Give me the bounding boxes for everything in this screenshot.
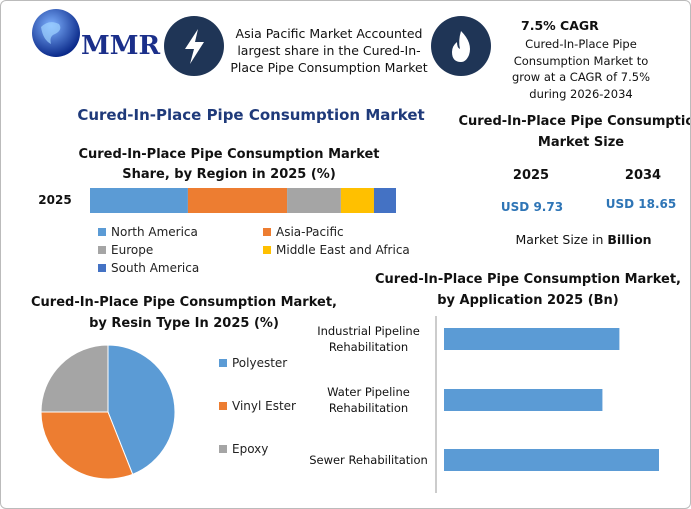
y-tick-label: Sewer Rehabilitation xyxy=(309,453,428,467)
chart-title: Cured-In-Place Pipe Consumption Market, … xyxy=(31,295,337,331)
legend-label: Europe xyxy=(111,243,154,257)
year-label: 2025 xyxy=(512,168,550,183)
legend-label: South America xyxy=(111,261,200,275)
legend-swatch xyxy=(98,228,106,236)
legend-swatch xyxy=(219,445,227,453)
legend-item: Vinyl Ester xyxy=(219,399,296,413)
legend-item: South America xyxy=(98,261,199,275)
bar xyxy=(444,449,659,471)
main-title: Cured-In-Place Pipe Consumption Market xyxy=(77,106,425,124)
y-tick-label: Industrial Pipeline Rehabilitation xyxy=(317,324,420,354)
bar-segment xyxy=(90,188,188,213)
legend-swatch xyxy=(219,402,227,410)
legend-swatch xyxy=(263,246,271,254)
legend-label: Polyester xyxy=(232,356,288,370)
chart-title: Cured-In-Place Pipe Consumption Market, … xyxy=(375,272,681,308)
bar-segment xyxy=(373,188,396,213)
section-title: Cured-In-Place Pipe Consumption Market S… xyxy=(458,114,691,150)
legend-label: Middle East and Africa xyxy=(276,243,410,257)
size-value: USD 9.73 xyxy=(500,200,564,214)
legend-item: North America xyxy=(98,225,198,239)
legend-label: Vinyl Ester xyxy=(232,399,296,413)
flame-icon xyxy=(452,31,470,62)
legend-item: Epoxy xyxy=(219,442,268,456)
legend-swatch xyxy=(263,228,271,236)
bar-segment xyxy=(287,188,341,213)
legend-label: Asia-Pacific xyxy=(276,225,344,239)
chart-title: Cured-In-Place Pipe Consumption Market S… xyxy=(78,147,380,182)
pie-slice xyxy=(107,344,176,475)
legend-item: Polyester xyxy=(219,356,287,370)
bar xyxy=(444,389,603,411)
note-text: Market Size in xyxy=(515,232,604,247)
lightning-icon xyxy=(185,29,204,64)
legend-swatch xyxy=(219,359,227,367)
y-tick-label: 2025 xyxy=(38,193,72,207)
logo-land xyxy=(41,22,61,44)
size-value: USD 18.65 xyxy=(605,197,677,211)
legend-swatch xyxy=(98,246,106,254)
size-note: Market Size in Billion xyxy=(501,232,666,247)
bar-segment xyxy=(187,188,288,213)
callout-text: Cured-In-Place Pipe Consumption Market t… xyxy=(512,37,650,101)
legend-swatch xyxy=(98,264,106,272)
pie-slice xyxy=(40,411,134,480)
legend-label: Epoxy xyxy=(232,442,269,456)
callout-text: Asia Pacific Market Accounted largest sh… xyxy=(230,26,428,75)
pie-slice xyxy=(40,344,109,413)
legend-item: Asia-Pacific xyxy=(263,225,344,239)
legend-item: Middle East and Africa xyxy=(263,243,410,257)
note-unit: Billion xyxy=(607,232,652,247)
legend-label: North America xyxy=(111,225,198,239)
legend-item: Europe xyxy=(98,243,153,257)
bar-segment xyxy=(340,188,374,213)
logo-text: MMR xyxy=(81,31,161,61)
year-label: 2034 xyxy=(624,168,662,183)
y-tick-label: Water Pipeline Rehabilitation xyxy=(327,385,410,415)
bar xyxy=(444,328,620,350)
callout-title: 7.5% CAGR xyxy=(521,18,599,33)
